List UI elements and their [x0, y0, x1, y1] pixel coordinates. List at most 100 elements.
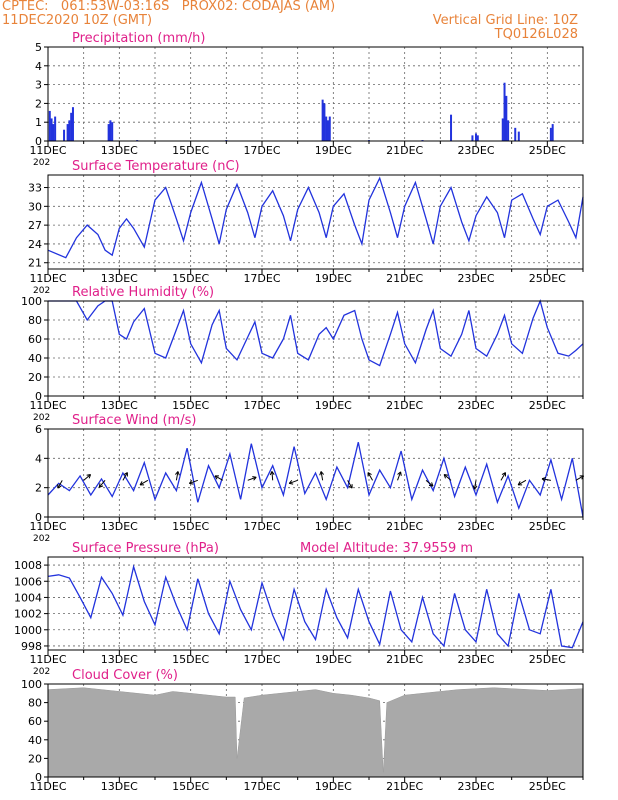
panel-2: Surface Temperature (nC) 21 24 27 30 33 11DEC 1… — [28, 159, 584, 296]
precip-bar — [471, 135, 474, 141]
y-tick-label: 2 — [35, 482, 42, 495]
wind-arrow-head — [501, 472, 506, 475]
header-model-code: TQ0126L028 — [494, 27, 578, 42]
wind-arrow-head — [289, 482, 294, 485]
y-tick-label: 1 — [35, 116, 42, 129]
header-grid-note: Vertical Grid Line: 10Z — [432, 13, 578, 28]
panel-annotation: Model Altitude: 37.9559 m — [300, 541, 473, 556]
x-tick-label: 23DEC — [457, 520, 494, 533]
panel-5: Surface Pressure (hPa) Model Altitude: 37… — [14, 541, 584, 677]
panel-4: Surface Wind (m/s) 0 2 4 6 11DEC 13DEC 15DEC 17D… — [29, 413, 585, 544]
precip-bar — [68, 120, 71, 141]
wind-arrow-head — [98, 483, 101, 488]
x-tick-label: 15DEC — [172, 399, 209, 412]
x-tick-label: 11DEC — [29, 272, 66, 285]
wind-arrow-head — [444, 474, 449, 476]
series-line — [47, 564, 584, 649]
wind-arrow — [397, 471, 402, 481]
y-tick-label: 1006 — [14, 575, 42, 588]
precip-bar — [476, 135, 479, 141]
wind-arrow-head — [271, 471, 275, 475]
x-tick-label: 21DEC — [386, 780, 423, 793]
wind-arrow-head — [177, 471, 180, 476]
panel-3: Relative Humidity (%) 0 20 40 60 80 100 11DEC 13… — [21, 285, 584, 423]
precip-bar — [71, 107, 74, 141]
x-tick-label: 21DEC — [386, 653, 423, 666]
x-tick-label: 15DEC — [172, 653, 209, 666]
x-tick-label: 25DEC — [529, 780, 566, 793]
panel-title: Precipitation (mm/h) — [72, 31, 205, 46]
x-tick-label: 17DEC — [243, 780, 280, 793]
panel-title: Surface Temperature (nC) — [72, 159, 240, 174]
y-tick-label: 100 — [21, 678, 42, 691]
wind-arrow — [271, 471, 274, 481]
wind-arrow-head — [99, 485, 104, 488]
wind-arrow-head — [428, 484, 434, 487]
x-tick-label: 17DEC — [243, 272, 280, 285]
precip-bar — [549, 127, 552, 141]
wind-arrow — [122, 472, 128, 481]
precip-bar — [517, 131, 520, 141]
wind-arrow-head — [139, 481, 143, 486]
wind-arrow — [57, 480, 63, 489]
y-tick-label: 3 — [35, 79, 42, 92]
wind-arrow-head — [188, 480, 193, 484]
panel-frame — [47, 46, 584, 142]
series-line — [48, 298, 584, 367]
wind-arrow-head — [88, 474, 92, 479]
x-tick-label: 15DEC — [172, 272, 209, 285]
x-tick-label: 25DEC — [529, 520, 566, 533]
wind-arrow — [189, 479, 198, 484]
x-tick-label: 17DEC — [243, 520, 280, 533]
wind-arrow-head — [517, 481, 521, 486]
y-tick-label: 2 — [35, 97, 42, 110]
wind-arrow-head — [57, 485, 62, 489]
wind-arrow-head — [189, 482, 194, 485]
panel-frame — [47, 428, 584, 518]
panel-6: Cloud Cover (%) 0 20 40 60 80 100 11DEC 13DEC 15D… — [21, 668, 584, 793]
x-tick-label: 25DEC — [529, 399, 566, 412]
precip-bar — [48, 110, 51, 141]
precip-bar — [70, 112, 73, 141]
x-tick-label: 21DEC — [386, 272, 423, 285]
precip-bar — [514, 127, 517, 141]
precip-bar — [111, 122, 114, 141]
precip-bar — [50, 118, 53, 141]
wind-arrow — [175, 471, 179, 481]
panel-1: Precipitation (mm/h) 0 1 2 3 4 5 11DEC 13DEC 15DE… — [29, 31, 584, 168]
y-tick-label: 4 — [35, 452, 42, 465]
x-tick-label: 19DEC — [315, 144, 352, 157]
wind-arrow — [247, 476, 257, 481]
wind-arrow — [517, 479, 527, 486]
x-year-label: 202 — [33, 286, 50, 296]
wind-arrow-head — [86, 474, 91, 476]
y-tick-label: 1008 — [14, 559, 42, 572]
x-tick-label: 23DEC — [457, 272, 494, 285]
x-tick-label: 11DEC — [29, 144, 66, 157]
x-tick-label: 15DEC — [172, 144, 209, 157]
panel-frame — [47, 174, 584, 270]
y-tick-label: 20 — [28, 371, 42, 384]
y-tick-label: 33 — [28, 182, 42, 195]
y-tick-label: 1004 — [14, 591, 42, 604]
x-tick-label: 19DEC — [315, 520, 352, 533]
wind-arrow — [83, 474, 91, 481]
wind-arrow-head — [472, 485, 475, 490]
wind-arrow — [139, 479, 149, 486]
cloud-cover-area — [47, 687, 584, 778]
wind-arrow-head — [214, 475, 218, 480]
precip-bar — [54, 116, 57, 141]
precip-bar — [328, 116, 331, 141]
wind-arrow-head — [252, 476, 257, 478]
x-tick-label: 19DEC — [315, 399, 352, 412]
wind-arrow-head — [367, 472, 372, 475]
series-line — [47, 442, 584, 518]
precip-bar — [52, 124, 55, 141]
x-tick-label: 13DEC — [101, 144, 138, 157]
precip-bar — [551, 124, 554, 141]
wind-arrow-head — [541, 476, 546, 480]
panel-title: Surface Pressure (hPa) — [72, 541, 219, 556]
panel-title: Surface Wind (m/s) — [72, 413, 196, 428]
header: CPTEC: 061:53W-03:16S PROX02: CODAJAS (A… — [0, 0, 618, 46]
x-tick-label: 11DEC — [29, 399, 66, 412]
